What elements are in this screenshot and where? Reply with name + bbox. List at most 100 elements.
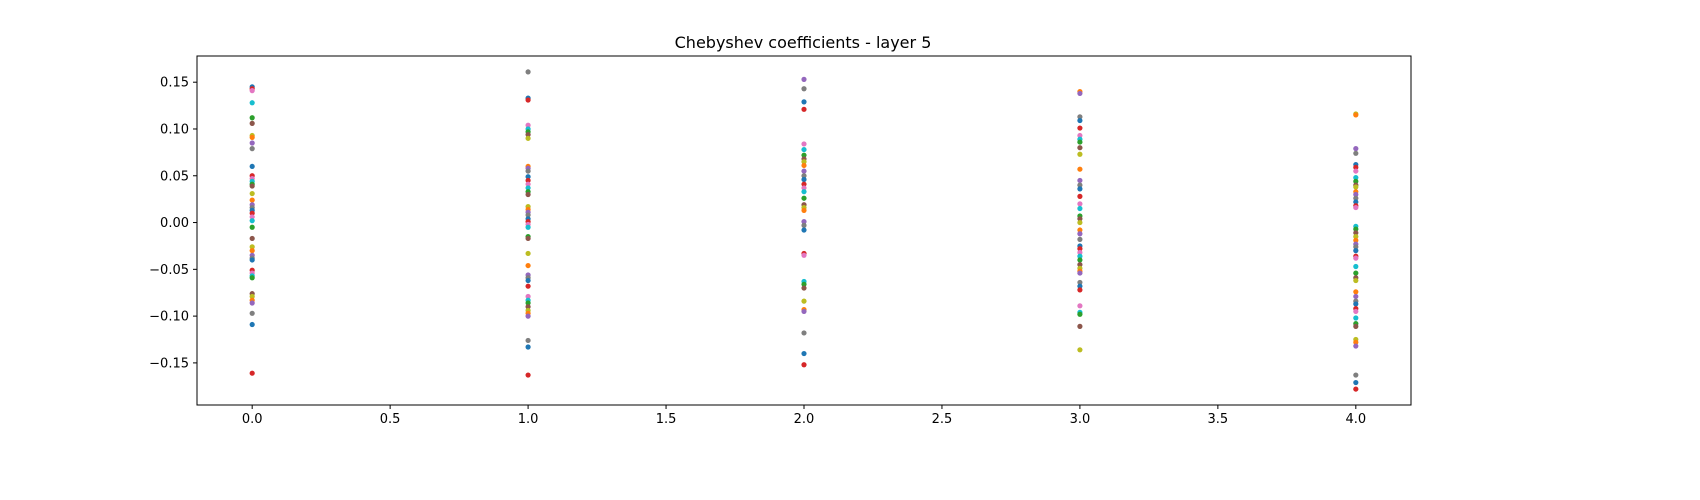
data-point <box>249 300 255 306</box>
data-point <box>801 168 807 174</box>
data-point <box>801 162 807 169</box>
data-point <box>1353 255 1359 261</box>
data-point <box>1077 177 1083 184</box>
data-point <box>249 146 255 152</box>
data-point <box>525 97 531 103</box>
data-point <box>1353 308 1359 315</box>
data-point <box>525 168 531 174</box>
data-point <box>801 141 807 147</box>
y-tick-label: −0.05 <box>149 263 189 278</box>
data-point <box>801 219 807 225</box>
data-point <box>525 132 531 138</box>
x-axis: 0.0 0.5 1.0 1.5 2.0 2.5 3.0 3.5 4.0 <box>242 405 1366 427</box>
data-point <box>801 106 807 112</box>
data-point <box>1077 90 1083 97</box>
data-point <box>1353 289 1359 295</box>
data-point <box>801 285 807 291</box>
data-point <box>1353 301 1359 307</box>
data-point <box>525 69 531 75</box>
data-point <box>249 218 255 224</box>
data-point <box>801 227 807 233</box>
data-point <box>525 181 531 187</box>
x-tick-label: 0.5 <box>380 412 401 427</box>
x-tick-label: 2.0 <box>794 412 815 427</box>
y-axis: −0.15 −0.10 −0.05 0.00 0.05 0.10 0.15 <box>149 76 197 371</box>
data-point <box>249 183 255 189</box>
data-point <box>1077 323 1083 329</box>
data-point <box>525 177 531 184</box>
data-point <box>249 310 255 316</box>
data-point <box>1077 246 1083 252</box>
data-point <box>1077 117 1083 124</box>
data-point <box>249 190 255 197</box>
x-tick-label: 3.5 <box>1208 412 1229 427</box>
data-point <box>1353 339 1359 345</box>
data-point <box>525 283 531 289</box>
data-point <box>1077 216 1083 222</box>
data-point <box>249 224 255 230</box>
data-point <box>801 350 807 357</box>
data-point <box>525 122 531 128</box>
data-point <box>1353 178 1359 184</box>
data-point <box>1353 263 1359 270</box>
data-point <box>1353 237 1359 243</box>
data-point <box>1353 386 1359 392</box>
data-point <box>1353 199 1359 205</box>
data-point <box>1077 283 1083 289</box>
data-point <box>801 252 807 258</box>
data-point <box>801 298 807 304</box>
data-point <box>249 321 255 328</box>
data-point <box>801 308 807 315</box>
data-point <box>249 140 255 146</box>
data-point <box>1353 248 1359 254</box>
data-point <box>1353 270 1359 276</box>
data-point <box>1077 182 1083 188</box>
data-point <box>525 277 531 284</box>
data-point <box>1077 236 1083 242</box>
x-tick-label: 0.0 <box>242 412 263 427</box>
x-tick-label: 1.5 <box>656 412 677 427</box>
y-tick-label: 0.00 <box>160 216 189 231</box>
data-point <box>525 250 531 257</box>
data-point <box>1353 150 1359 156</box>
data-point <box>1353 204 1359 211</box>
data-point <box>1077 227 1083 233</box>
data-point <box>1353 343 1359 349</box>
data-point <box>1077 311 1083 317</box>
data-point <box>1077 139 1083 145</box>
data-point <box>249 134 255 140</box>
data-point <box>1077 262 1083 268</box>
data-point <box>801 159 807 165</box>
data-point <box>1077 186 1083 192</box>
x-tick-label: 2.5 <box>932 412 953 427</box>
data-point <box>801 76 807 82</box>
data-point <box>1077 270 1083 276</box>
data-point <box>249 244 255 250</box>
data-point <box>249 214 255 220</box>
x-tick-label: 1.0 <box>518 412 539 427</box>
data-point <box>249 100 255 106</box>
data-point <box>1077 231 1083 237</box>
data-point <box>525 304 531 310</box>
data-point <box>1353 184 1359 190</box>
data-point <box>1077 145 1083 151</box>
data-point <box>525 344 531 350</box>
data-point <box>1077 205 1083 212</box>
data-point <box>801 99 807 105</box>
data-point <box>1077 347 1083 353</box>
data-point <box>249 210 255 216</box>
data-point <box>1077 114 1083 120</box>
data-point <box>1353 372 1359 378</box>
data-point <box>1077 287 1083 293</box>
data-point <box>525 174 531 180</box>
data-point <box>1353 293 1359 300</box>
y-tick-label: 0.10 <box>160 122 189 137</box>
data-point <box>1077 219 1083 226</box>
data-point <box>801 86 807 92</box>
data-point <box>1077 257 1083 263</box>
y-tick-label: 0.05 <box>160 169 189 184</box>
data-point <box>249 257 255 263</box>
data-point <box>525 135 531 141</box>
data-point <box>525 300 531 306</box>
x-tick-label: 3.0 <box>1070 412 1091 427</box>
